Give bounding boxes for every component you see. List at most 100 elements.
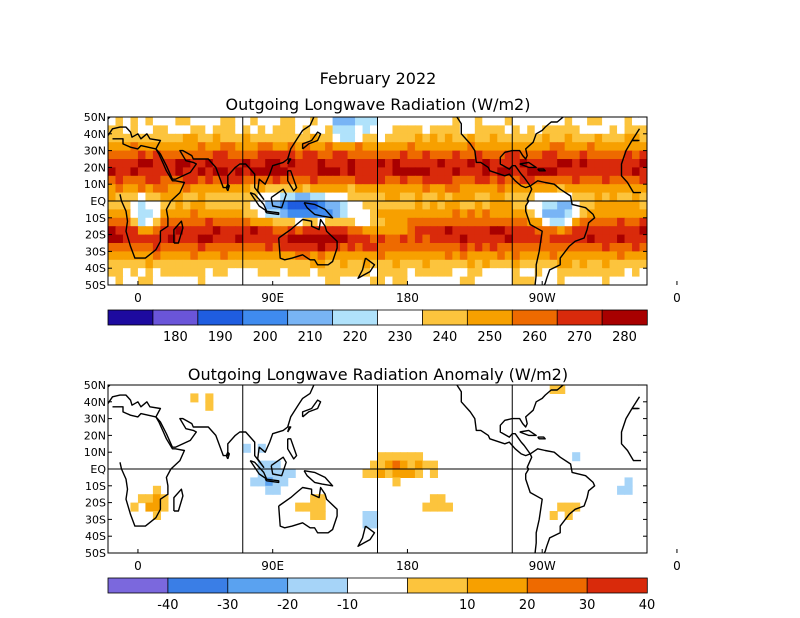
colorbar-label: 270 [567,330,592,345]
x-tick-label: 90E [261,291,284,305]
colorbar-swatch [107,309,154,326]
coast-sumatra [249,191,268,212]
y-tick-label: 50N [84,111,106,124]
x-tick-label: 0 [134,559,142,573]
coast-taiwan [287,426,292,433]
coast-australia [278,486,338,534]
x-tick-label: 90W [529,559,556,573]
coast-java [264,210,280,216]
y-tick-label: 40N [84,128,106,141]
colorbar-label: 30 [579,598,596,613]
colorbar-swatch [466,309,513,326]
y-tick-label: 10S [85,480,106,493]
x-tick-label: 90E [261,559,284,573]
coast-sumatra [249,459,268,480]
colorbar-swatch [152,309,199,326]
coast-madagascar [173,488,184,512]
colorbar-label: 40 [639,598,656,613]
colorbar-label: 280 [612,330,637,345]
colorbar-label: 220 [343,330,368,345]
y-tick-label: 20N [84,161,106,174]
coast-cuba [519,429,537,437]
colorbar-swatch [466,577,528,594]
y-tick-label: 10S [85,212,106,225]
coast-britain [638,385,639,386]
x-tick-label: 0 [673,559,681,573]
olr-map: 50N 40N 30N 20N 10N EQ 10S 20S 30S 40S 50S 0 90E 180 9… [84,80,681,305]
y-tick-label: 10N [84,446,106,459]
colorbar-label: -30 [217,598,238,613]
olr-anomaly-map: 50N 40N 30N 20N 10N EQ 10S 20S 30S 40S 50S 0 90E 180 9… [84,379,681,573]
colorbar-label: -10 [337,598,358,613]
colorbar-swatch [422,309,469,326]
colorbar-label: 190 [208,330,233,345]
y-tick-label: 30N [84,145,106,158]
coast-europe-asia [631,396,641,409]
colorbar-swatch [601,309,648,326]
colorbar-label: 230 [388,330,413,345]
colorbar-label: 20 [519,598,536,613]
y-tick-label: 40N [84,396,106,409]
colorbar-swatch [511,309,558,326]
y-tick-label: 50N [84,379,106,392]
figure-title: February 2022 [320,69,437,88]
colorbar-label: -40 [157,598,178,613]
coast-africa [620,408,641,462]
colorbar-swatch [287,577,349,594]
y-tick-label: 50S [85,279,106,292]
coast-java [264,478,280,484]
colorbar-label: 260 [522,330,547,345]
x-tick-label: 180 [396,291,419,305]
y-tick-label: 30N [84,413,106,426]
colorbar-swatch [167,577,229,594]
coast-greenland [557,80,617,100]
olr-anomaly-colorbar: -40 -30 -20 -10 10 20 30 40 [107,577,656,613]
map1-title: Outgoing Longwave Radiation (W/m2) [226,95,531,114]
y-tick-label: 30S [85,245,106,258]
olr-colorbar: 180 190 200 210 220 230 240 250 260 270 280 [107,309,648,345]
colorbar-swatch [227,577,289,594]
y-tick-label: 20S [85,497,106,510]
y-tick-label: EQ [90,195,106,208]
y-tick-label: 50S [85,547,106,560]
colorbar-label: 210 [298,330,323,345]
y-tick-label: 40S [85,262,106,275]
colorbar-label: 250 [477,330,502,345]
coast-new-guinea [303,470,334,487]
colorbar-swatch [197,309,244,326]
coast-hispaniola [537,168,546,172]
colorbar-swatch [332,309,379,326]
colorbar-swatch [407,577,469,594]
coast-south-america [525,180,596,285]
y-tick-label: 10N [84,178,106,191]
coast-south-america [525,448,596,553]
coast-taiwan [287,158,292,165]
colorbar-label: -20 [277,598,298,613]
y-tick-label: EQ [90,463,106,476]
colorbar-label: 200 [253,330,278,345]
y-tick-label: 20N [84,429,106,442]
colorbar-swatch [347,577,409,594]
x-tick-label: 0 [134,291,142,305]
colorbar-swatch [556,309,603,326]
coast-cuba [519,161,537,169]
x-tick-label: 0 [673,291,681,305]
coast-japan [301,131,322,150]
x-tick-label: 90W [529,291,556,305]
coast-new-guinea [303,202,334,219]
y-tick-label: 40S [85,530,106,543]
colorbar-swatch [586,577,648,594]
colorbar-swatch [242,309,289,326]
coast-new-zealand [357,257,376,279]
coast-sri-lanka [225,451,231,460]
coast-north-america [455,117,564,189]
coast-japan [301,399,322,418]
coast-britain [638,117,639,118]
colorbar-swatch [287,309,334,326]
coast-hispaniola [537,436,546,440]
coast-europe-asia [631,128,641,141]
colorbar-swatch [377,309,424,326]
colorbar-label: 180 [163,330,188,345]
coast-madagascar [173,220,184,244]
